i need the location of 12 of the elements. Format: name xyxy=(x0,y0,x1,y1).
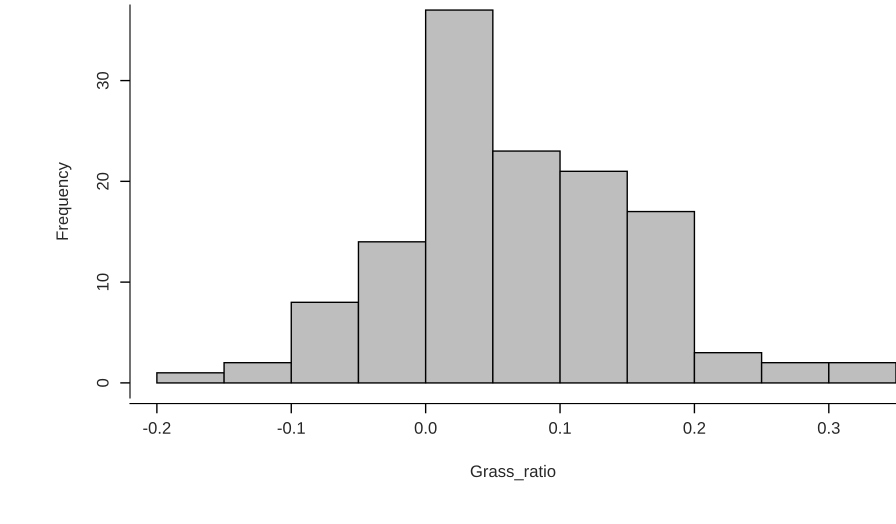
x-tick-label: -0.1 xyxy=(278,422,305,434)
x-axis-title: Grass_ratio xyxy=(470,464,556,480)
x-tick-label: 0.2 xyxy=(683,422,706,434)
y-tick-label: 20 xyxy=(96,172,109,190)
x-tick-label: 0.3 xyxy=(818,422,840,434)
x-tick-label: 0.1 xyxy=(549,422,571,434)
y-tick-label: 10 xyxy=(96,273,109,290)
y-tick-label: 0 xyxy=(96,378,109,387)
x-tick-label: 0.0 xyxy=(414,422,437,434)
y-tick-label: 30 xyxy=(96,72,109,90)
y-axis-title: Frequency xyxy=(56,162,72,240)
x-tick-label: -0.2 xyxy=(143,422,170,434)
